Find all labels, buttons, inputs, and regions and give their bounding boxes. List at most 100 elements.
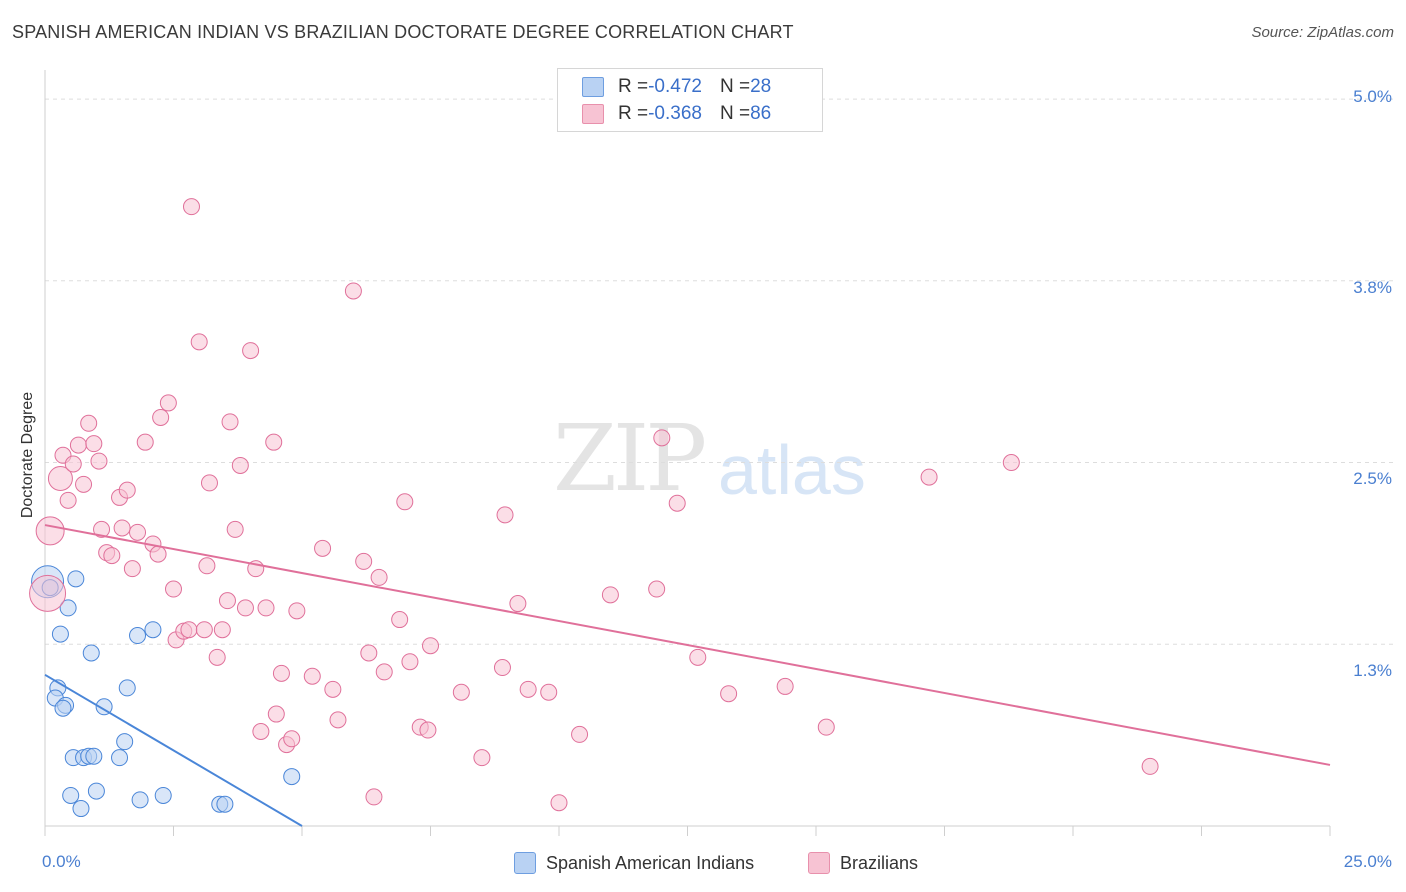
bottom-legend-label: Brazilians [840, 852, 919, 873]
data-point-brazilians [288, 602, 306, 620]
data-point-spanish-american-indians [118, 679, 136, 697]
data-point-spanish-american-indians [216, 795, 234, 813]
data-point-spanish-american-indians [67, 570, 85, 588]
legend-n-label: N = [719, 76, 751, 97]
data-point-brazilians [422, 637, 439, 655]
data-point-brazilians [419, 721, 437, 739]
data-point-brazilians [571, 725, 589, 743]
y-tick-label: 2.5% [1353, 469, 1392, 488]
data-point-brazilians [396, 493, 414, 511]
data-point-brazilians [200, 474, 218, 492]
legend-r-label: R = [618, 103, 649, 124]
data-point-spanish-american-indians [283, 768, 301, 786]
legend-swatch-pink [582, 104, 604, 124]
data-point-brazilians [653, 429, 671, 447]
data-point-brazilians [817, 718, 835, 736]
data-point-brazilians [152, 408, 170, 426]
data-point-brazilians [165, 580, 182, 598]
data-point-brazilians [283, 730, 301, 748]
data-point-spanish-american-indians [59, 599, 77, 617]
data-point-brazilians [242, 342, 260, 360]
data-point-spanish-american-indians [87, 782, 105, 800]
data-point-brazilians [85, 435, 103, 453]
data-point-brazilians [226, 520, 244, 538]
bottom-legend-swatch-blue [514, 852, 536, 874]
data-point-brazilians [103, 547, 121, 565]
data-point-brazilians [29, 574, 67, 612]
data-point-spanish-american-indians [111, 749, 129, 767]
data-point-brazilians [509, 595, 527, 613]
data-point-brazilians [720, 685, 738, 703]
data-point-brazilians [113, 519, 131, 537]
legend: R = -0.472 N = 28 R = -0.368 N = 86 [557, 68, 823, 132]
data-point-spanish-american-indians [82, 644, 100, 662]
data-point-brazilians [69, 436, 87, 454]
watermark-atlas: atlas [718, 431, 866, 509]
data-point-brazilians [190, 333, 208, 351]
data-point-spanish-american-indians [62, 786, 80, 804]
data-point-spanish-american-indians [131, 791, 149, 809]
data-point-brazilians [213, 621, 231, 639]
y-tick-label: 3.8% [1353, 278, 1392, 297]
data-point-brazilians [93, 520, 111, 538]
data-point-brazilians [218, 592, 236, 610]
data-point-brazilians [689, 648, 707, 666]
data-point-brazilians [118, 481, 136, 499]
data-point-brazilians [601, 586, 619, 604]
data-point-brazilians [208, 648, 226, 666]
data-point-brazilians [776, 677, 794, 695]
data-point-brazilians [182, 198, 200, 216]
data-point-brazilians [159, 394, 177, 412]
data-point-spanish-american-indians [144, 621, 162, 639]
x-tick-label-min: 0.0% [42, 852, 81, 871]
data-point-brazilians [355, 552, 373, 570]
trend-line-brazilians [44, 524, 1331, 766]
data-point-spanish-american-indians [129, 627, 147, 645]
data-point-brazilians [496, 506, 514, 524]
data-point-brazilians [668, 494, 686, 512]
legend-r-label: R = [618, 76, 649, 97]
legend-row-spanish-american-indians: R = -0.472 N = 28 [582, 76, 771, 98]
legend-r-value: -0.472 [648, 76, 702, 97]
data-point-brazilians [252, 723, 270, 740]
data-point-brazilians [198, 557, 216, 575]
data-point-brazilians [195, 621, 213, 639]
data-point-brazilians [59, 491, 77, 509]
data-point-brazilians [35, 516, 65, 546]
data-point-brazilians [136, 433, 154, 451]
data-point-brazilians [129, 523, 147, 541]
data-point-brazilians [540, 683, 558, 701]
y-axis-label: Doctorate Degree [19, 391, 36, 519]
data-point-spanish-american-indians [116, 733, 134, 751]
data-point-brazilians [231, 456, 249, 474]
data-point-spanish-american-indians [154, 786, 172, 804]
data-point-brazilians [452, 683, 470, 701]
data-point-spanish-american-indians [54, 699, 72, 717]
data-point-brazilians [272, 664, 290, 682]
data-point-spanish-american-indians [72, 800, 90, 818]
legend-swatch-blue [582, 77, 604, 97]
data-point-brazilians [314, 539, 332, 557]
data-point-brazilians [324, 680, 342, 698]
data-point-brazilians [47, 466, 73, 492]
data-point-brazilians [920, 468, 938, 486]
data-point-brazilians [1002, 454, 1020, 472]
data-point-brazilians [221, 413, 239, 431]
data-point-brazilians [303, 667, 321, 685]
data-point-brazilians [123, 560, 141, 578]
legend-r-value: -0.368 [648, 103, 702, 124]
chart-title: SPANISH AMERICAN INDIAN VS BRAZILIAN DOC… [12, 22, 794, 42]
data-point-brazilians [267, 705, 285, 723]
y-tick-label: 5.0% [1353, 87, 1392, 106]
bottom-legend-label: Spanish American Indians [546, 852, 755, 873]
legend-n-value: 86 [750, 103, 772, 124]
data-point-brazilians [375, 663, 393, 681]
data-point-brazilians [648, 580, 666, 598]
data-point-brazilians [329, 711, 347, 729]
data-point-brazilians [550, 794, 568, 812]
data-point-brazilians [64, 455, 82, 473]
data-point-brazilians [370, 568, 388, 586]
data-point-spanish-american-indians [85, 747, 103, 765]
data-point-brazilians [360, 644, 378, 662]
data-point-brazilians [265, 433, 283, 451]
